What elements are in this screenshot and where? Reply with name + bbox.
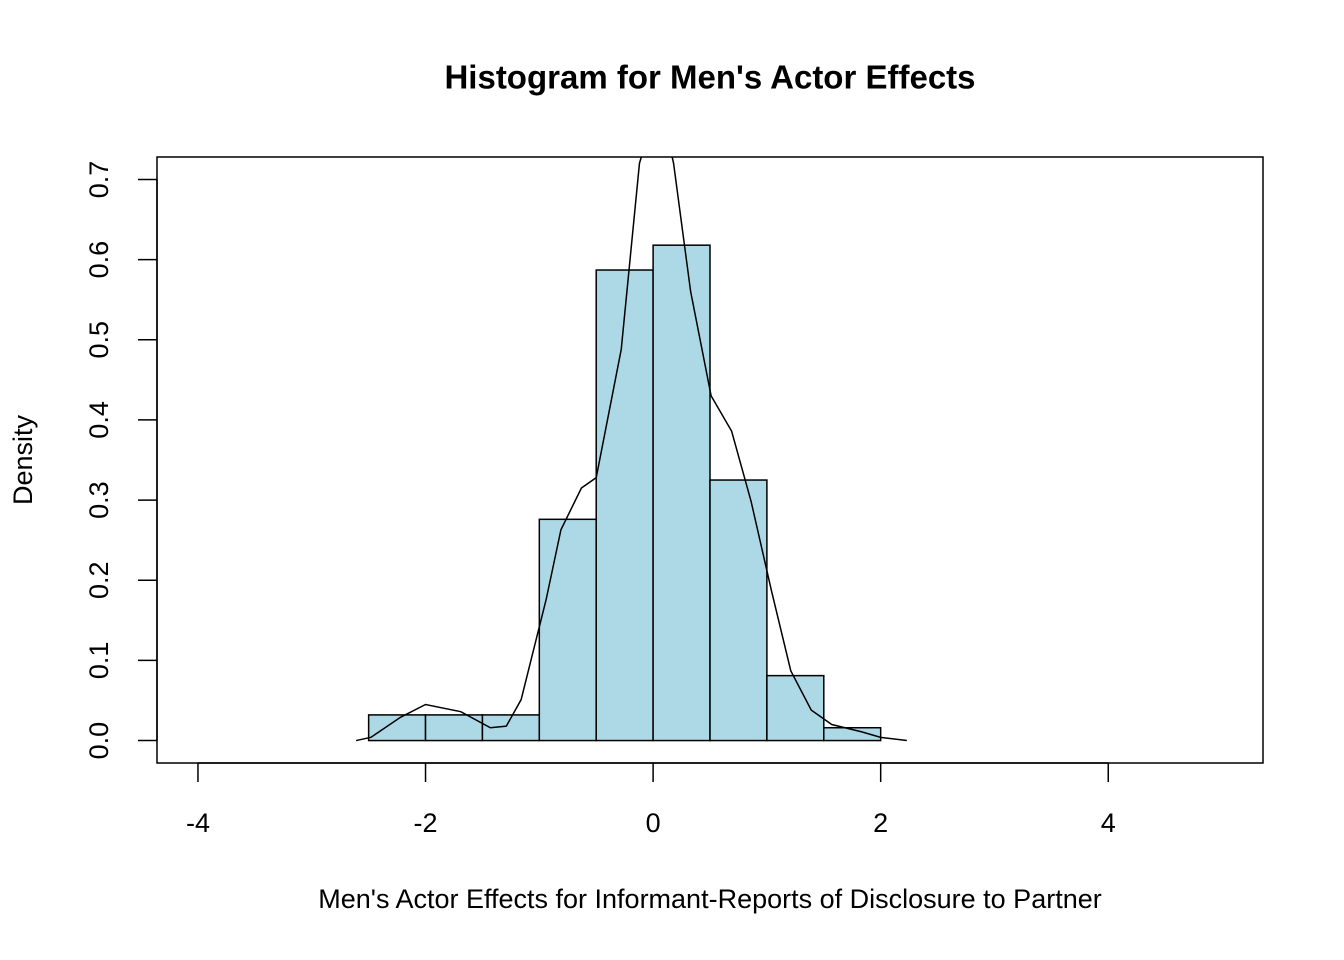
y-axis-label: Density [8,414,38,505]
x-axis-label: Men's Actor Effects for Informant-Report… [318,884,1101,914]
y-tick-label: 0.2 [84,561,114,599]
y-tick-label: 0.7 [84,161,114,199]
bar [823,726,882,742]
bar [766,674,825,742]
x-tick-label: -2 [414,808,438,838]
y-tick-label: 0.0 [84,722,114,760]
y-tick-label: 0.5 [84,321,114,359]
bar [595,269,654,742]
x-tick-label: 0 [646,808,661,838]
bar [424,714,484,742]
x-tick-label: 2 [873,808,888,838]
y-tick-label: 0.3 [84,481,114,519]
density-line [355,157,907,742]
bar [652,244,711,742]
y-tick-label: 0.6 [84,241,114,279]
x-tick-label: -4 [186,808,210,838]
y-tick-label: 0.4 [84,401,114,439]
bar [538,518,597,742]
chart-title: Histogram for Men's Actor Effects [444,59,975,96]
bar [709,479,768,742]
plot-area [355,157,907,742]
y-tick-label: 0.1 [84,642,114,680]
x-tick-label: 4 [1101,808,1116,838]
